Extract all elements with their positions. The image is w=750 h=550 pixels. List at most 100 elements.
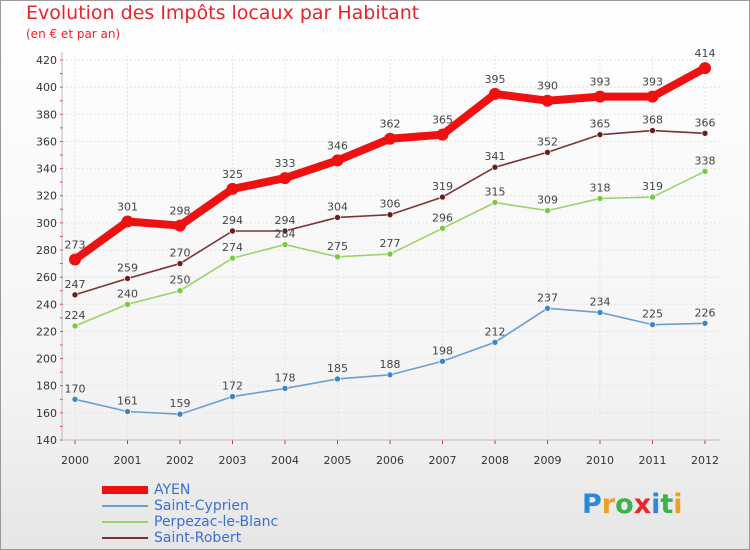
series-group bbox=[69, 62, 711, 418]
data-point bbox=[176, 287, 184, 295]
data-label: 259 bbox=[117, 262, 138, 275]
x-axis: 2000 2001 2002 2003 2004 2005 2006 2007 2008 2009… bbox=[61, 439, 720, 467]
data-point bbox=[229, 254, 236, 262]
data-point bbox=[384, 132, 396, 145]
data-label: 393 bbox=[642, 76, 663, 89]
y-tick-label: 340 bbox=[36, 163, 57, 176]
data-point bbox=[176, 260, 184, 267]
data-point bbox=[386, 211, 394, 219]
data-label: 226 bbox=[695, 306, 716, 319]
data-label: 301 bbox=[117, 201, 138, 214]
data-label: 365 bbox=[590, 118, 611, 131]
data-label: 341 bbox=[485, 150, 506, 163]
data-label: 198 bbox=[432, 344, 453, 357]
data-label: 273 bbox=[65, 239, 86, 252]
data-label: 365 bbox=[432, 114, 453, 127]
legend-label: Perpezac-le-Blanc bbox=[154, 514, 279, 530]
data-label: 294 bbox=[222, 214, 243, 227]
data-label: 212 bbox=[485, 325, 506, 338]
legend-swatch bbox=[102, 505, 148, 507]
y-tick-label: 220 bbox=[36, 325, 57, 338]
data-point bbox=[279, 172, 291, 185]
data-point bbox=[649, 127, 656, 134]
data-point bbox=[281, 241, 289, 248]
data-point bbox=[229, 227, 236, 235]
data-point bbox=[124, 408, 131, 415]
x-tick-label: 2004 bbox=[271, 454, 299, 467]
data-label: 237 bbox=[537, 291, 558, 304]
logo-letter: x bbox=[633, 489, 652, 520]
data-label: 277 bbox=[380, 237, 401, 250]
data-label: 315 bbox=[485, 186, 506, 199]
x-tick-label: 2011 bbox=[639, 454, 667, 467]
x-tick-label: 2007 bbox=[429, 454, 457, 467]
data-point bbox=[491, 163, 499, 171]
data-point bbox=[386, 371, 394, 379]
y-tick-label: 420 bbox=[36, 54, 57, 67]
data-point bbox=[439, 193, 446, 201]
chart-subtitle: (en € et par an) bbox=[26, 27, 121, 41]
x-tick-label: 2006 bbox=[376, 454, 404, 467]
data-point bbox=[281, 385, 289, 392]
data-point bbox=[71, 322, 79, 330]
legend-swatch bbox=[102, 486, 148, 494]
data-point bbox=[334, 375, 341, 383]
data-point bbox=[649, 193, 656, 201]
logo-letter: P bbox=[582, 489, 602, 520]
data-label: 224 bbox=[65, 309, 86, 322]
chart-title: Evolution des Impôts locaux par Habitant bbox=[26, 2, 420, 24]
proxiti-logo: Proxiti bbox=[582, 489, 683, 520]
data-point bbox=[541, 94, 554, 107]
data-label: 185 bbox=[327, 362, 348, 375]
data-point bbox=[544, 305, 551, 312]
data-label: 250 bbox=[170, 274, 191, 287]
data-point bbox=[701, 167, 709, 175]
data-label: 275 bbox=[327, 240, 348, 253]
data-label: 338 bbox=[695, 154, 716, 167]
data-point bbox=[491, 199, 499, 206]
grid-lines bbox=[62, 55, 720, 441]
y-tick-label: 160 bbox=[36, 407, 57, 420]
data-label: 274 bbox=[222, 241, 243, 254]
y-tick-label: 180 bbox=[36, 380, 57, 393]
y-tick-label: 260 bbox=[36, 271, 57, 284]
x-tick-label: 2001 bbox=[114, 454, 142, 467]
y-tick-label: 360 bbox=[36, 135, 57, 148]
data-point bbox=[596, 309, 604, 316]
data-label: 395 bbox=[485, 73, 506, 86]
y-tick-label: 140 bbox=[36, 434, 57, 447]
data-label: 240 bbox=[117, 287, 138, 300]
logo-letter: o bbox=[615, 489, 634, 520]
x-tick-label: 2009 bbox=[534, 454, 562, 467]
data-label: 159 bbox=[170, 397, 191, 410]
data-point bbox=[491, 338, 499, 346]
data-label: 366 bbox=[695, 116, 716, 129]
y-tick-label: 320 bbox=[36, 190, 57, 203]
data-label: 362 bbox=[380, 118, 401, 131]
y-tick-label: 400 bbox=[36, 81, 57, 94]
data-point bbox=[439, 224, 446, 232]
data-point bbox=[281, 227, 289, 235]
data-label: 172 bbox=[222, 380, 243, 393]
data-label: 325 bbox=[222, 168, 243, 181]
logo-letter: i bbox=[651, 489, 661, 520]
x-tick-label: 2008 bbox=[481, 454, 509, 467]
x-tick-label: 2005 bbox=[324, 454, 352, 467]
logo-letter: i bbox=[673, 489, 683, 520]
data-labels: 273 301 298 325 333 346 362 365 395 390 393 393 414 1… bbox=[65, 47, 716, 410]
logo-letter: t bbox=[660, 489, 674, 520]
data-label: 333 bbox=[275, 157, 296, 170]
y-tick-label: 380 bbox=[36, 108, 57, 121]
x-tick-label: 2010 bbox=[586, 454, 614, 467]
data-label: 247 bbox=[65, 278, 86, 291]
data-label: 346 bbox=[327, 139, 348, 152]
data-label: 319 bbox=[432, 180, 453, 193]
data-point bbox=[229, 393, 236, 400]
data-point bbox=[596, 131, 604, 138]
legend-swatch bbox=[102, 537, 148, 539]
data-label: 304 bbox=[327, 200, 348, 213]
data-label: 270 bbox=[170, 247, 191, 260]
legend-swatch bbox=[102, 521, 148, 523]
